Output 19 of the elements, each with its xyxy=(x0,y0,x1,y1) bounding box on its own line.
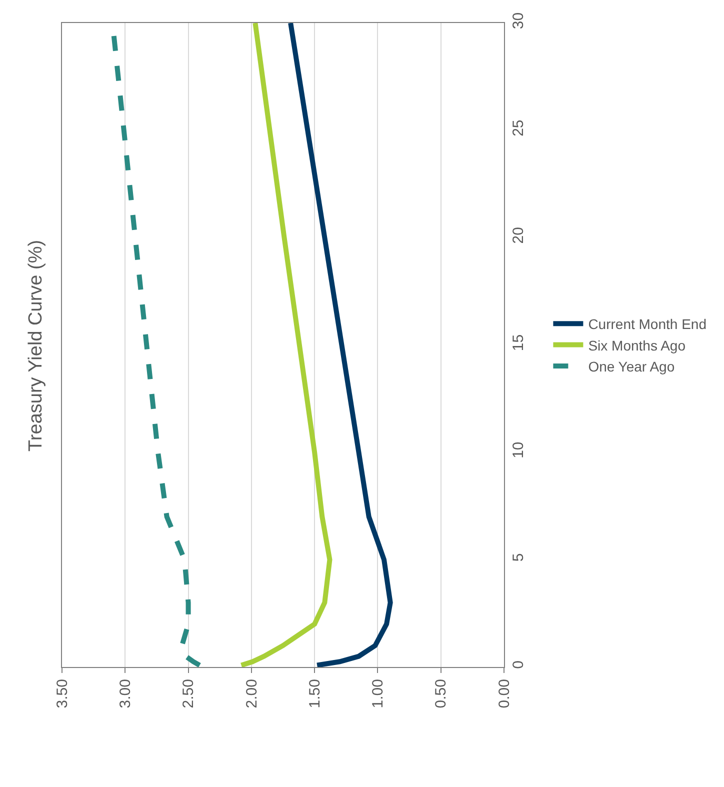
legend-label: One Year Ago xyxy=(588,358,675,374)
y-tick-label: 10 xyxy=(510,442,527,458)
y-tick-label: 5 xyxy=(510,553,527,562)
legend-label: Current Month End xyxy=(588,316,706,332)
y-tick-label: 30 xyxy=(510,12,527,30)
x-tick-label: 2.50 xyxy=(180,679,198,708)
text: Treasury Yield Curve (%) xyxy=(25,240,46,452)
x-tick-label: 2.00 xyxy=(243,679,260,708)
x-tick-label: 3.00 xyxy=(117,679,134,708)
x-tick-label: 0.50 xyxy=(432,679,450,708)
x-tick-label: 3.50 xyxy=(54,679,71,708)
x-tick-label: 1.50 xyxy=(306,679,324,708)
x-tick-label: 1.00 xyxy=(370,679,387,708)
x-tick-label: 0.00 xyxy=(496,679,513,708)
y-tick-label: 25 xyxy=(510,120,527,136)
y-tick-label: 15 xyxy=(510,334,527,352)
y-tick-label: 20 xyxy=(510,227,527,244)
legend-label: Six Months Ago xyxy=(588,337,686,354)
y-tick-label: 0 xyxy=(510,660,527,669)
